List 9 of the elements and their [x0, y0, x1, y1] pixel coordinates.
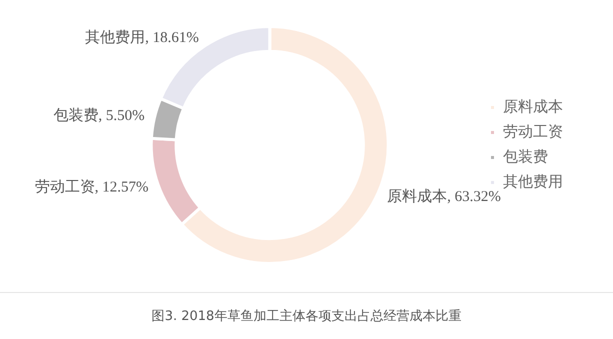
data-label: 原料成本, 63.32%: [387, 188, 501, 206]
legend-label: 包装费: [503, 148, 548, 166]
data-label: 其他费用, 18.61%: [85, 28, 199, 46]
legend-label: 劳动工资: [503, 123, 563, 140]
data-label: 劳动工资, 12.57%: [34, 178, 149, 196]
legend-label: 其他费用: [503, 173, 563, 190]
data-label: 包装费, 5.50%: [53, 106, 145, 124]
legend-label: 原料成本: [503, 98, 563, 116]
text: 图3. 2018年草鱼加工主体各项支出占总经营成本比重: [0, 292, 613, 325]
